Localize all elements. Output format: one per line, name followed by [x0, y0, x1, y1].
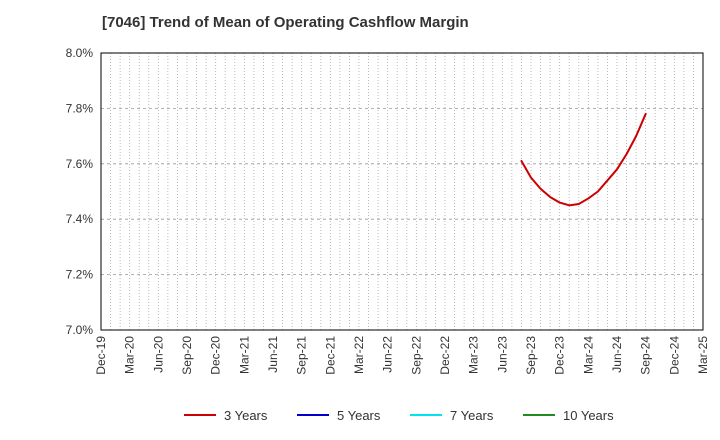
x-tick-label: Dec-19: [94, 336, 108, 375]
x-tick-label: Mar-25: [696, 336, 710, 374]
x-tick-label: Mar-20: [123, 336, 137, 374]
y-tick-label: 7.4%: [66, 212, 94, 226]
x-tick-label: Mar-23: [467, 336, 481, 374]
series-layer: [520, 112, 647, 207]
y-tick-label: 7.8%: [66, 101, 94, 115]
x-tick-label: Dec-23: [553, 336, 567, 375]
x-tick-label: Jun-23: [495, 336, 509, 373]
x-tick-label: Sep-22: [409, 336, 423, 375]
x-axis-labels: Dec-19 Mar-20 Jun-20 Sep-20 Dec-20 Mar-21 Jun-…: [94, 336, 710, 375]
x-tick-label: Dec-24: [667, 336, 681, 375]
x-tick-label: Dec-20: [209, 336, 223, 375]
legend: 3 Years 5 Years 7 Years 10 Years: [184, 408, 614, 423]
x-tick-label: Mar-24: [581, 336, 595, 374]
y-tick-label: 7.6%: [66, 157, 94, 171]
y-tick-label: 8.0%: [66, 46, 94, 60]
x-tick-label: Jun-24: [610, 336, 624, 373]
x-tick-label: Jun-22: [381, 336, 395, 373]
x-tick-label: Sep-21: [295, 336, 309, 375]
legend-label: 10 Years: [563, 408, 614, 423]
x-tick-label: Sep-23: [524, 336, 538, 375]
x-tick-label: Dec-22: [438, 336, 452, 375]
x-tick-label: Jun-20: [151, 336, 165, 373]
plot-area-border: [100, 52, 704, 331]
x-tick-label: Jun-21: [266, 336, 280, 373]
chart-title: [7046] Trend of Mean of Operating Cashfl…: [102, 14, 469, 31]
x-tick-label: Mar-22: [352, 336, 366, 374]
grid-layer: [101, 53, 703, 330]
y-tick-label: 7.2%: [66, 268, 94, 282]
series-line-3-years: [520, 112, 647, 207]
y-axis-labels: 7.0% 7.2% 7.4% 7.6% 7.8% 8.0%: [66, 46, 94, 337]
x-tick-label: Sep-24: [639, 336, 653, 375]
x-tick-label: Dec-21: [323, 336, 337, 375]
x-tick-label: Mar-21: [237, 336, 251, 374]
x-tick-label: Sep-20: [180, 336, 194, 375]
legend-label: 7 Years: [450, 408, 494, 423]
legend-label: 5 Years: [337, 408, 381, 423]
legend-label: 3 Years: [224, 408, 268, 423]
y-tick-label: 7.0%: [66, 323, 94, 337]
